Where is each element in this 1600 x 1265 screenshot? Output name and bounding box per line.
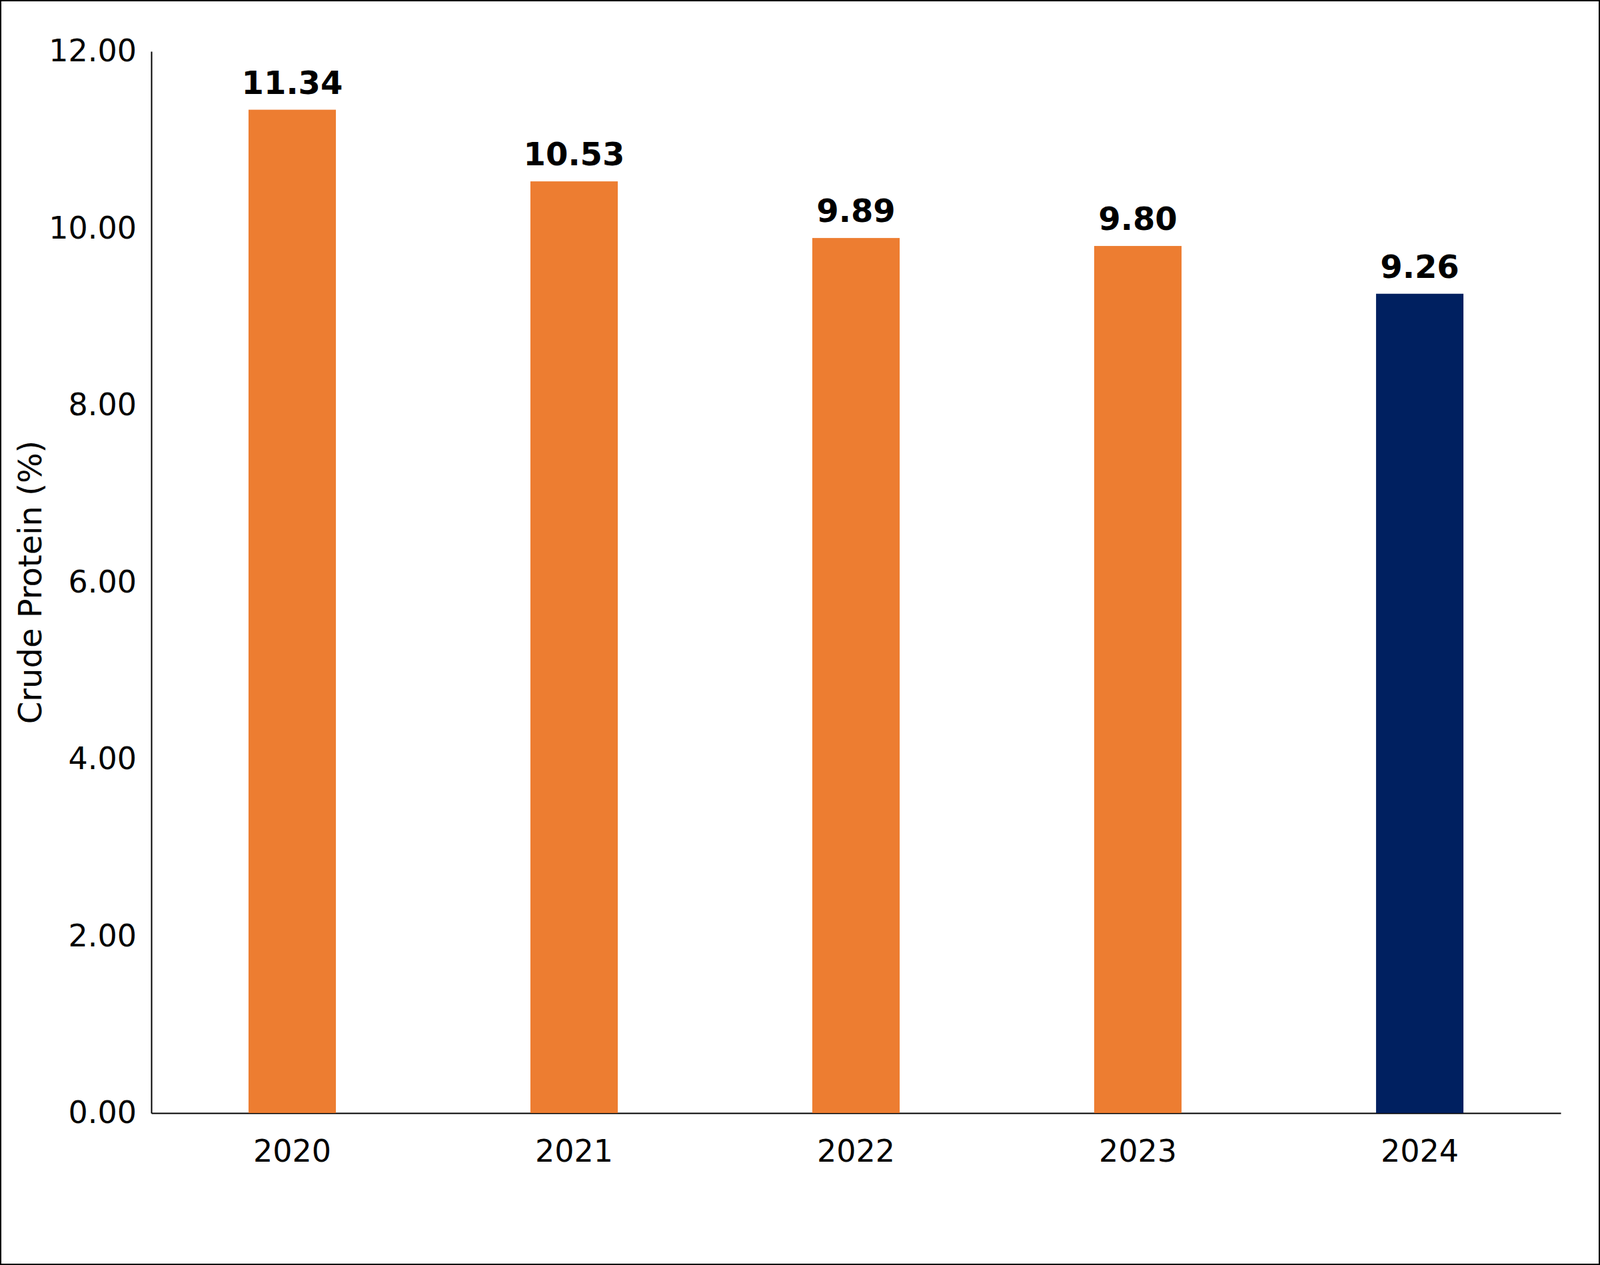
- bar: [530, 181, 618, 1113]
- frame: [0, 0, 1600, 1265]
- x-tick: 2023: [1098, 1112, 1177, 1169]
- data-labels: 11.34 10.53 9.89 9.80 9.26: [241, 63, 1460, 286]
- y-tick-label: 6.00: [68, 563, 137, 600]
- x-tick-label: 2022: [816, 1132, 895, 1169]
- x-tick: 2020: [253, 1112, 332, 1169]
- y-tick: 10.00: [48, 209, 152, 246]
- bar: [1376, 293, 1464, 1113]
- y-tick-label: 2.00: [68, 917, 137, 954]
- y-tick-label: 0.00: [68, 1094, 137, 1131]
- x-tick-label: 2024: [1380, 1132, 1459, 1169]
- y-tick: 8.00: [68, 386, 152, 423]
- x-tick-label: 2023: [1098, 1132, 1177, 1169]
- chart: 0.002.004.006.008.0010.0012.002020202120…: [0, 0, 1600, 1265]
- bars: [248, 109, 1464, 1113]
- bar: [1094, 245, 1182, 1113]
- data-label: 9.26: [1380, 247, 1459, 286]
- x-tick: 2024: [1380, 1112, 1459, 1169]
- x-tick-label: 2020: [253, 1132, 332, 1169]
- x-axis: 2020 2021 2022 2023 2024: [151, 1112, 1562, 1169]
- x-tick: 2022: [816, 1112, 895, 1169]
- bar: [812, 237, 900, 1113]
- y-axis: 0.00 2.00 4.00 6.00 8.00 10.00 12.00: [48, 32, 152, 1131]
- y-tick-label: 4.00: [68, 740, 137, 777]
- y-tick: 6.00: [68, 563, 152, 600]
- data-label: 11.34: [241, 63, 344, 102]
- y-tick: 12.00: [48, 32, 152, 69]
- bar: [248, 109, 336, 1113]
- x-tick: 2021: [535, 1112, 614, 1169]
- y-tick-label: 12.00: [48, 32, 137, 69]
- data-label: 9.80: [1098, 199, 1177, 238]
- y-tick: 0.00: [68, 1094, 152, 1131]
- data-label: 9.89: [816, 191, 895, 230]
- y-tick: 4.00: [68, 740, 152, 777]
- data-label: 10.53: [523, 135, 626, 173]
- y-axis-title: Crude Protein (%): [11, 440, 49, 725]
- x-tick-label: 2021: [535, 1132, 614, 1169]
- y-tick-label: 10.00: [48, 209, 137, 246]
- y-tick: 2.00: [68, 917, 152, 954]
- y-tick-label: 8.00: [68, 386, 137, 423]
- y-axis-line: [151, 51, 153, 1114]
